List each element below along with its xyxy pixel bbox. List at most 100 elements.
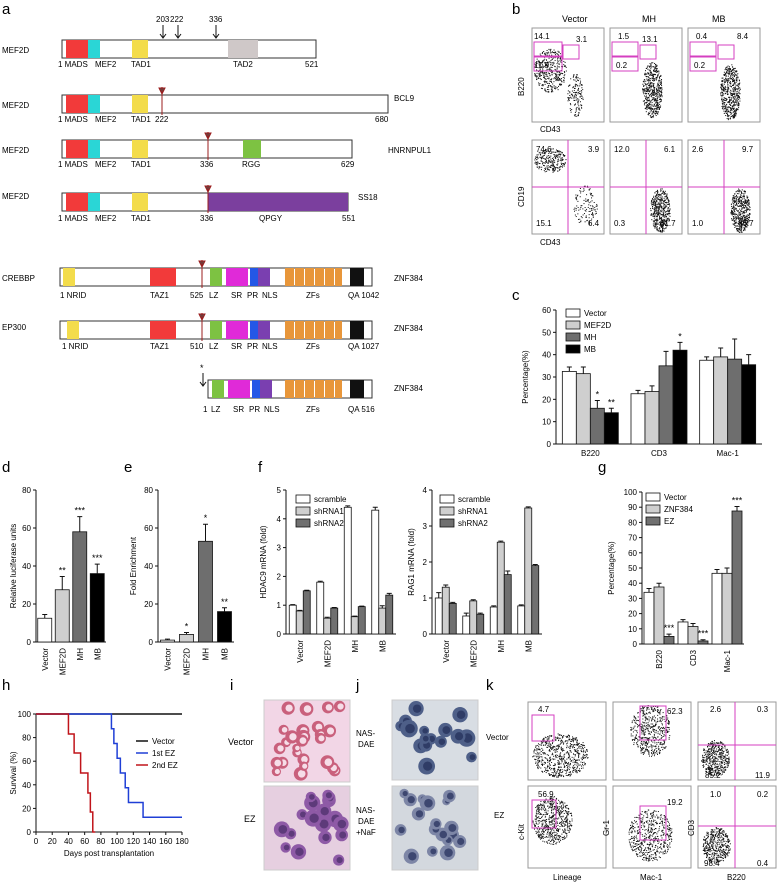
flow-dot	[659, 82, 661, 84]
flow-dot	[738, 199, 740, 201]
flow-dot	[660, 735, 662, 737]
flow-dot	[575, 103, 577, 105]
flow-dot	[663, 743, 665, 745]
flow-dot	[642, 751, 644, 753]
flow-dot	[555, 86, 557, 88]
flow-dot	[553, 78, 555, 80]
flow-dot	[546, 65, 548, 67]
flow-dot	[631, 727, 633, 729]
flow-dot	[563, 765, 565, 767]
chart-f2-bar	[496, 541, 505, 635]
flow-dot	[561, 151, 563, 153]
flow-dot	[535, 65, 537, 67]
flow-dot	[732, 69, 734, 71]
flow-dot	[650, 731, 652, 733]
flow-dot	[661, 79, 663, 81]
flow-dot	[730, 93, 732, 95]
flow-dot	[654, 223, 656, 225]
flow-dot	[650, 210, 652, 212]
chart-e-errorbar	[203, 523, 208, 542]
flow-dot	[575, 196, 577, 198]
cell-nucleus	[301, 756, 308, 763]
flow-dot	[738, 94, 740, 96]
flow-dot	[573, 757, 575, 759]
flow-dot	[558, 75, 560, 77]
flow-dot	[586, 199, 588, 201]
flow-dot	[558, 764, 560, 766]
flow-dot	[652, 716, 654, 718]
flow-dot	[657, 84, 659, 86]
flow-dot	[565, 66, 567, 68]
flow-dot	[548, 91, 550, 93]
flow-dot	[544, 762, 546, 764]
flow-dot	[563, 742, 565, 744]
flow-dot	[542, 61, 544, 63]
flow-dot	[551, 90, 553, 92]
h-legend-label: 1st EZ	[152, 749, 175, 758]
flow-dot	[570, 760, 572, 762]
flow-dot	[720, 742, 722, 744]
flow-dot	[555, 151, 557, 153]
flow-dot	[659, 205, 661, 207]
flow-dot	[663, 219, 665, 221]
flow-dot	[738, 91, 740, 93]
flow-dot	[651, 753, 653, 755]
flow-dot	[649, 115, 651, 117]
chart-g-legend-swatch	[645, 516, 661, 526]
flow-dot	[644, 73, 646, 75]
flow-dot	[533, 755, 535, 757]
flow-dot	[657, 113, 659, 115]
flow-dot	[739, 196, 741, 198]
flow-dot	[570, 78, 572, 80]
flow-dot	[647, 76, 649, 78]
flow-dot	[548, 54, 550, 56]
flow-dot	[583, 744, 585, 746]
flow-dot	[548, 742, 550, 744]
flow-dot	[658, 106, 660, 108]
flow-dot	[712, 747, 714, 749]
flow-dot	[729, 82, 731, 84]
cell-nucleus	[320, 807, 329, 816]
flow-dot	[592, 206, 594, 208]
flow-dot	[644, 737, 646, 739]
flow-dot	[591, 195, 593, 197]
flow-dot	[723, 108, 725, 110]
flow-dot	[711, 748, 713, 750]
flow-dot	[739, 202, 741, 204]
flow-dot	[739, 208, 741, 210]
flow-dot	[551, 754, 553, 756]
cell-nucleus	[324, 758, 333, 766]
flow-dot	[552, 171, 554, 173]
flow-dot	[535, 64, 537, 66]
flow-dot	[546, 82, 548, 84]
flow-dot	[548, 169, 550, 171]
flow-dot	[561, 165, 563, 167]
flow-dot	[570, 96, 572, 98]
flow-dot	[655, 88, 657, 90]
flow-dot	[733, 114, 735, 116]
flow-dot	[563, 754, 565, 756]
flow-dot	[558, 745, 560, 747]
flow-dot	[650, 749, 652, 751]
flow-dot	[720, 92, 722, 94]
flow-dot	[748, 203, 750, 205]
flow-dot	[725, 97, 727, 99]
flow-dot	[657, 202, 659, 204]
k-row-vector: Vector	[486, 733, 509, 742]
flow-dot	[544, 752, 546, 754]
flow-dot	[585, 215, 587, 217]
flow-dot	[733, 84, 735, 86]
flow-dot	[648, 716, 650, 718]
chart-c-bar	[727, 358, 743, 445]
flow-dot	[724, 105, 726, 107]
flow-dot	[556, 53, 558, 55]
flow-dot	[659, 217, 661, 219]
flow-dot	[534, 66, 536, 68]
flow-dot	[657, 90, 659, 92]
flow-dot	[544, 153, 546, 155]
flow-dot	[660, 743, 662, 745]
flow-dot	[555, 756, 557, 758]
flow-dot	[544, 58, 546, 60]
flow-dot	[711, 746, 713, 748]
flow-dot	[732, 78, 734, 80]
